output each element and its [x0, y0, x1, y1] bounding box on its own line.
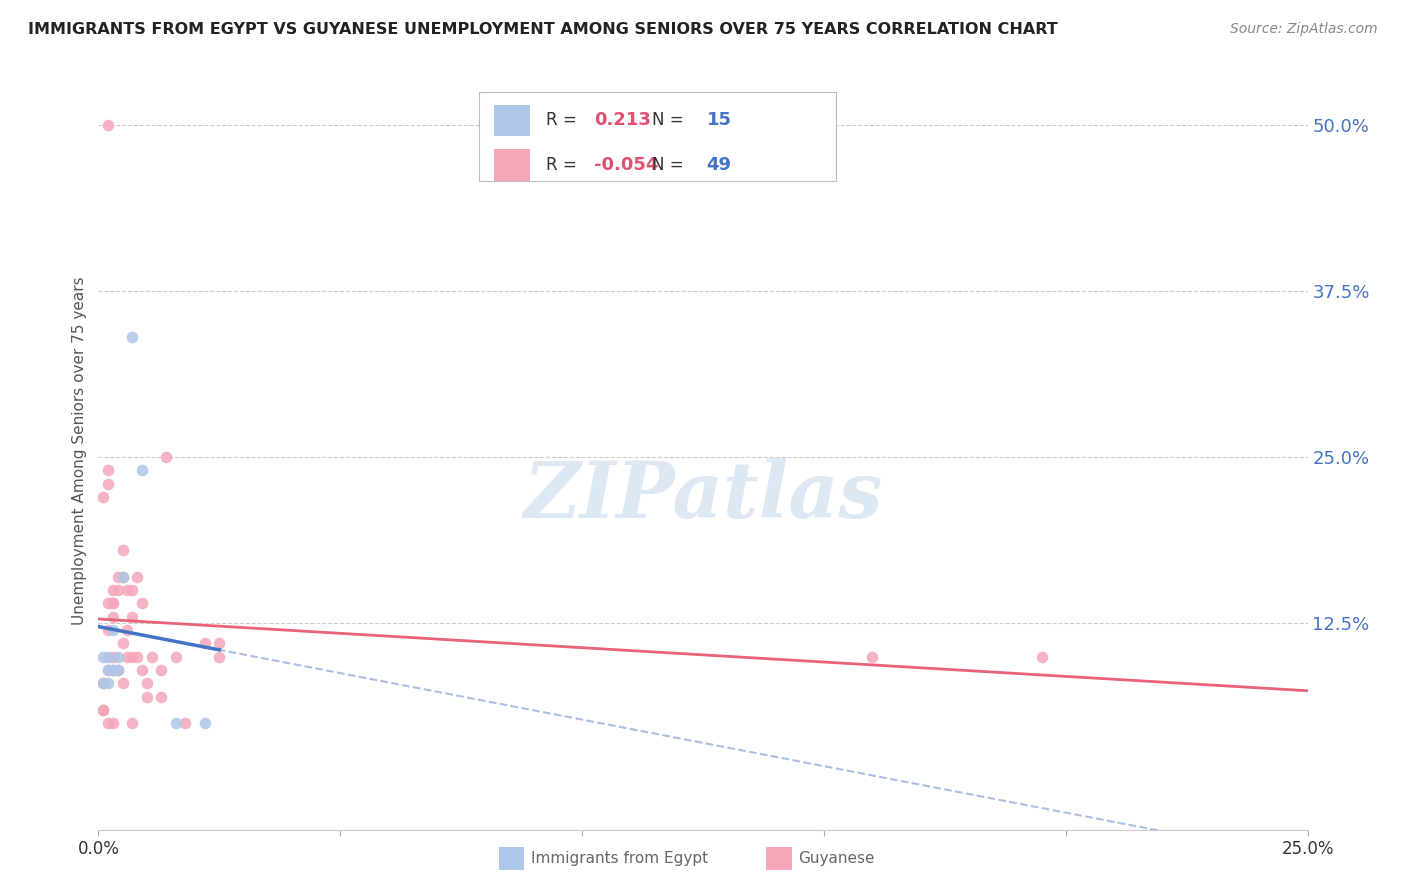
Point [97, 596, 120, 610]
Point [101, 716, 124, 731]
Point [121, 716, 143, 731]
Text: ZIPatlas: ZIPatlas [523, 458, 883, 534]
Point [91, 490, 114, 504]
Point [91, 703, 114, 717]
Point [111, 570, 134, 584]
Point [131, 663, 153, 677]
Point [97, 716, 120, 731]
Point [135, 690, 157, 704]
Point [1031, 649, 1053, 664]
Text: Immigrants from Egypt: Immigrants from Egypt [531, 851, 709, 866]
Point [97, 663, 120, 677]
Point [101, 663, 124, 677]
Point [91, 703, 114, 717]
Point [121, 649, 143, 664]
Point [174, 716, 197, 731]
Point [97, 476, 120, 491]
Point [101, 609, 124, 624]
Text: 0.213: 0.213 [595, 112, 651, 129]
Point [150, 663, 173, 677]
Point [117, 583, 139, 598]
Point [101, 596, 124, 610]
Text: IMMIGRANTS FROM EGYPT VS GUYANESE UNEMPLOYMENT AMONG SENIORS OVER 75 YEARS CORRE: IMMIGRANTS FROM EGYPT VS GUYANESE UNEMPL… [28, 22, 1057, 37]
Point [165, 649, 187, 664]
Bar [494, 104, 530, 136]
Point [121, 583, 143, 598]
Point [155, 450, 177, 464]
Point [107, 663, 129, 677]
Point [111, 636, 134, 650]
Point [107, 663, 129, 677]
Point [121, 330, 143, 344]
Point [91, 676, 114, 690]
Point [91, 676, 114, 690]
Point [150, 690, 173, 704]
Point [107, 570, 129, 584]
Point [101, 663, 124, 677]
Text: N =: N = [652, 156, 689, 174]
Point [97, 623, 120, 637]
Point [131, 596, 153, 610]
Point [117, 649, 139, 664]
Point [135, 676, 157, 690]
Point [111, 570, 134, 584]
Point [97, 463, 120, 477]
Point [101, 596, 124, 610]
Point [117, 623, 139, 637]
Point [101, 649, 124, 664]
Point [107, 583, 129, 598]
Text: R =: R = [546, 156, 582, 174]
Text: N =: N = [652, 112, 689, 129]
Bar [494, 149, 530, 181]
Point [194, 636, 217, 650]
Point [111, 543, 134, 558]
Point [101, 583, 124, 598]
Point [860, 649, 883, 664]
Point [194, 716, 217, 731]
Text: 15: 15 [707, 112, 731, 129]
Point [107, 649, 129, 664]
Point [127, 649, 149, 664]
Y-axis label: Unemployment Among Seniors over 75 years: Unemployment Among Seniors over 75 years [72, 277, 87, 624]
Point [111, 676, 134, 690]
Point [165, 716, 187, 731]
Text: R =: R = [546, 112, 582, 129]
Point [208, 636, 231, 650]
Point [121, 609, 143, 624]
Point [97, 663, 120, 677]
FancyBboxPatch shape [479, 92, 837, 181]
Point [97, 118, 120, 132]
Text: 49: 49 [707, 156, 731, 174]
Text: -0.054: -0.054 [595, 156, 658, 174]
Point [101, 623, 124, 637]
Text: Guyanese: Guyanese [799, 851, 875, 866]
Point [141, 649, 163, 664]
Text: Source: ZipAtlas.com: Source: ZipAtlas.com [1230, 22, 1378, 37]
Point [131, 463, 153, 477]
Point [208, 649, 231, 664]
Point [97, 676, 120, 690]
Point [91, 649, 114, 664]
Point [101, 663, 124, 677]
Point [97, 649, 120, 664]
Point [127, 570, 149, 584]
